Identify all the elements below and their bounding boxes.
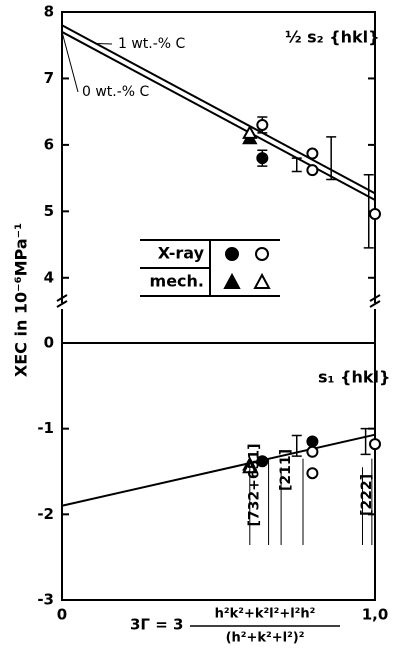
y-tick-label: 5	[44, 202, 54, 220]
data-point	[306, 164, 319, 177]
error-bar	[291, 157, 302, 173]
legend-frame	[140, 239, 280, 297]
fit-line	[61, 433, 376, 507]
y-tick-label: 0	[44, 334, 54, 352]
y-tick-label: -2	[37, 505, 54, 523]
line-label: 1 wt.-% C	[118, 36, 186, 52]
fit-line	[61, 31, 376, 201]
y-tick-label: 8	[44, 3, 54, 21]
axis-frame	[61, 11, 376, 303]
hkl-annotation: [211]	[278, 449, 294, 491]
hkl-annotation: [222]	[359, 474, 375, 516]
data-point	[256, 118, 269, 131]
data-point	[369, 207, 381, 220]
legend-symbol	[255, 247, 269, 261]
data-point	[369, 438, 381, 451]
y-tick-label: 4	[44, 268, 54, 286]
hkl-annotation: [732+651]	[246, 444, 262, 527]
x-axis-label: h²k²+k²l²+l²h²	[215, 607, 316, 622]
data-point	[306, 445, 319, 458]
data-point	[306, 147, 319, 160]
y-tick-label: -3	[37, 591, 54, 609]
y-tick-label: -1	[37, 419, 54, 437]
axis-break	[56, 294, 68, 308]
error-bar	[360, 427, 371, 456]
data-point	[306, 435, 319, 448]
legend-symbol	[223, 272, 241, 289]
x-axis-label: (h²+k²+l²)²	[226, 631, 305, 646]
axis-frame	[61, 342, 376, 601]
error-bar	[363, 174, 374, 249]
x-axis-label: 3Γ = 3	[130, 616, 183, 634]
y-axis-label: XEC in 10⁻⁶MPa⁻¹	[12, 223, 31, 377]
error-bar	[291, 434, 302, 457]
y-tick-label: 6	[44, 135, 54, 153]
line-label: 0 wt.-% C	[82, 84, 150, 100]
y-tick-label: 7	[44, 69, 54, 87]
data-point	[306, 467, 319, 480]
panel-label: ½ s₂ {hkl}	[285, 28, 380, 47]
legend-label: X-ray	[158, 244, 205, 263]
leader-line	[61, 31, 79, 93]
legend-label: mech.	[150, 272, 204, 291]
error-bar	[326, 136, 337, 181]
data-point	[242, 124, 258, 139]
legend-symbol	[253, 272, 271, 289]
x-tick-label: 1,0	[362, 606, 389, 624]
data-point	[256, 455, 269, 468]
legend-symbol	[225, 247, 239, 261]
data-point	[256, 152, 269, 165]
fit-line	[61, 24, 376, 195]
panel-label: s₁ {hkl}	[318, 368, 390, 387]
axis-break	[369, 294, 381, 308]
x-tick-label: 0	[57, 606, 67, 624]
